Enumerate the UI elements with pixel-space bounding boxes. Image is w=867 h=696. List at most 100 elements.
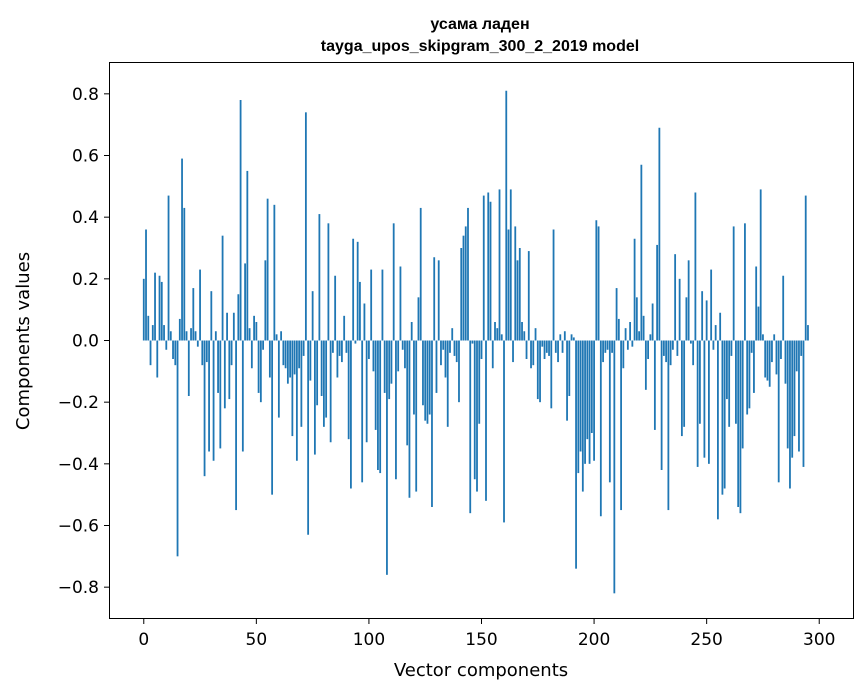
bar: [746, 340, 749, 415]
bar: [246, 170, 249, 341]
bar: [624, 328, 627, 341]
bar: [304, 112, 307, 341]
bar: [352, 238, 355, 341]
bar: [807, 325, 809, 341]
bar: [469, 340, 472, 514]
bar: [192, 288, 195, 341]
bar: [390, 340, 393, 384]
bar: [190, 328, 192, 341]
bar: [428, 340, 431, 415]
bar: [566, 340, 568, 421]
bar: [586, 340, 589, 440]
bar: [356, 241, 359, 341]
bar: [381, 269, 384, 341]
x-tick-label: 150: [465, 630, 497, 650]
bar: [671, 340, 674, 350]
bar: [442, 340, 445, 350]
bar: [201, 340, 204, 366]
bar: [491, 340, 494, 369]
bar: [462, 235, 465, 341]
bar: [723, 340, 726, 489]
bar: [602, 340, 604, 363]
bar: [332, 340, 334, 353]
bar: [674, 254, 677, 341]
bar: [307, 340, 310, 535]
x-axis: 0 50 100 150 200 250 300: [138, 618, 835, 650]
bar: [750, 340, 753, 353]
bar: [451, 328, 454, 341]
bar: [703, 340, 706, 458]
bar: [712, 340, 715, 350]
bar-series: [142, 90, 809, 594]
x-tick-label: 50: [246, 630, 268, 650]
bar: [708, 340, 710, 464]
bar: [595, 220, 598, 341]
bar: [458, 340, 460, 403]
bar: [395, 340, 397, 480]
bar: [599, 340, 602, 517]
bar: [273, 204, 276, 341]
bar: [363, 303, 366, 341]
x-tick-label: 100: [353, 630, 385, 650]
bar: [606, 340, 609, 350]
bar: [518, 248, 521, 341]
bar: [372, 340, 375, 372]
bar: [782, 275, 785, 341]
bar: [235, 340, 237, 511]
bar: [649, 334, 652, 341]
bar: [775, 340, 778, 375]
bar: [417, 297, 420, 341]
y-tick-label: 0.6: [72, 147, 99, 167]
bar: [793, 340, 796, 437]
bar: [570, 334, 573, 341]
bar: [424, 340, 427, 421]
bar: [521, 322, 523, 341]
bar: [241, 340, 244, 452]
bar: [446, 340, 449, 427]
bar: [248, 328, 251, 341]
bar: [205, 340, 208, 363]
bar: [408, 340, 411, 498]
bar: [210, 291, 213, 341]
bar: [509, 189, 512, 341]
bar: [795, 340, 798, 372]
bar: [550, 340, 553, 409]
bar: [651, 303, 654, 341]
bar: [780, 340, 782, 359]
bar: [151, 325, 154, 341]
bar: [257, 340, 260, 393]
bar: [318, 214, 321, 341]
bar: [721, 340, 724, 495]
y-tick-label: −0.8: [58, 578, 99, 598]
y-tick-label: −0.2: [58, 393, 99, 413]
bar: [298, 340, 301, 369]
bar: [368, 340, 370, 359]
bar: [253, 315, 255, 341]
bar: [482, 195, 485, 341]
bar: [449, 340, 451, 353]
bar: [744, 223, 746, 341]
bar: [804, 195, 807, 341]
bar: [329, 340, 332, 443]
y-tick-label: −0.6: [58, 517, 99, 537]
bar: [160, 281, 163, 341]
bar: [264, 260, 267, 341]
bar: [737, 340, 740, 507]
bar: [444, 340, 447, 378]
bar: [773, 334, 776, 341]
bar: [705, 300, 708, 341]
bar: [694, 192, 697, 341]
bar: [422, 340, 424, 406]
bar: [759, 189, 762, 341]
bar: [699, 340, 701, 424]
bar: [507, 229, 510, 341]
bar: [167, 195, 170, 341]
bar: [554, 340, 557, 353]
bar: [221, 235, 224, 341]
bar: [696, 340, 699, 467]
bar: [178, 318, 181, 341]
bar: [498, 189, 501, 341]
bar: [154, 272, 156, 341]
bar: [404, 340, 406, 369]
bar: [714, 325, 717, 341]
